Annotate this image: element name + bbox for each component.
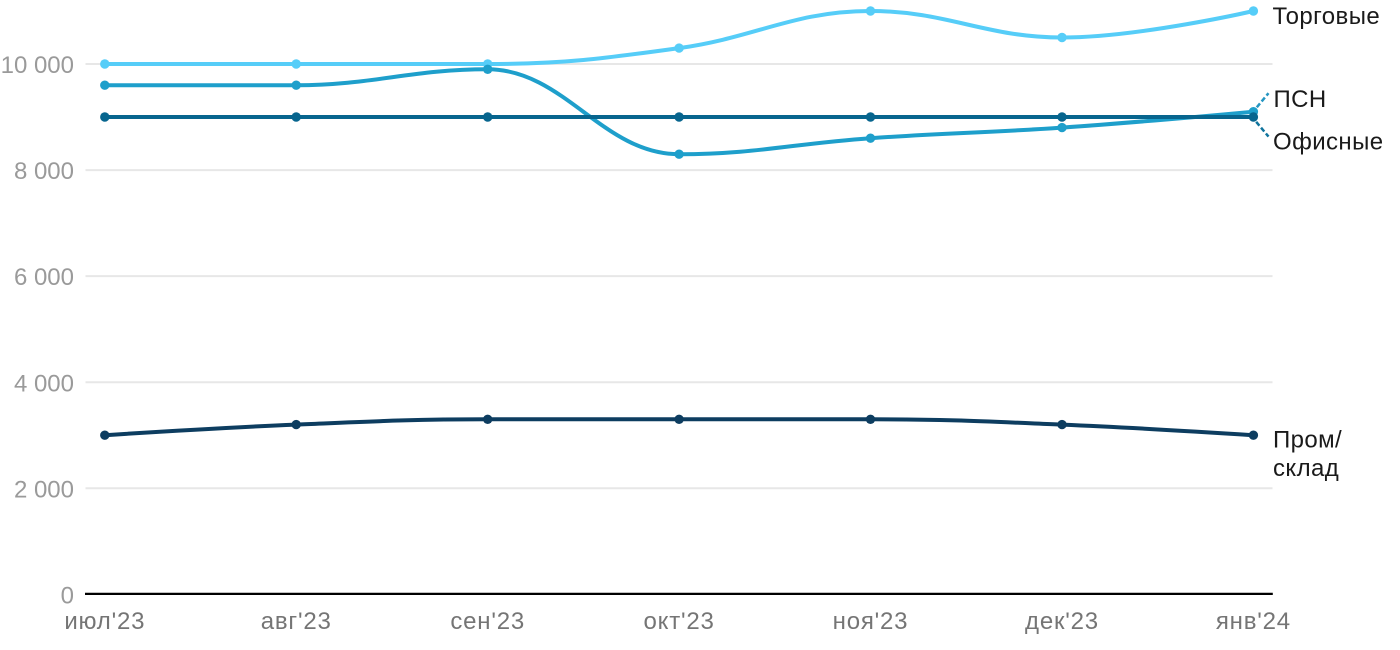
svg-text:10 000: 10 000 <box>1 52 74 79</box>
svg-text:ПСН: ПСН <box>1274 86 1327 113</box>
svg-text:0: 0 <box>61 582 74 609</box>
svg-text:Торговые: Торговые <box>1273 3 1381 30</box>
svg-text:склад: склад <box>1273 455 1339 482</box>
svg-text:ноя'23: ноя'23 <box>833 608 909 635</box>
svg-text:6 000: 6 000 <box>14 264 74 291</box>
svg-text:июл'23: июл'23 <box>64 608 145 635</box>
svg-text:Пром/: Пром/ <box>1273 426 1342 453</box>
svg-text:2 000: 2 000 <box>14 476 74 503</box>
svg-text:окт'23: окт'23 <box>644 608 715 635</box>
svg-text:дек'23: дек'23 <box>1025 608 1099 635</box>
svg-text:сен'23: сен'23 <box>450 608 525 635</box>
svg-text:8 000: 8 000 <box>14 158 74 185</box>
svg-text:Офисные: Офисные <box>1273 129 1383 156</box>
svg-text:авг'23: авг'23 <box>261 608 332 635</box>
svg-text:янв'24: янв'24 <box>1216 608 1291 635</box>
svg-text:4 000: 4 000 <box>14 370 74 397</box>
